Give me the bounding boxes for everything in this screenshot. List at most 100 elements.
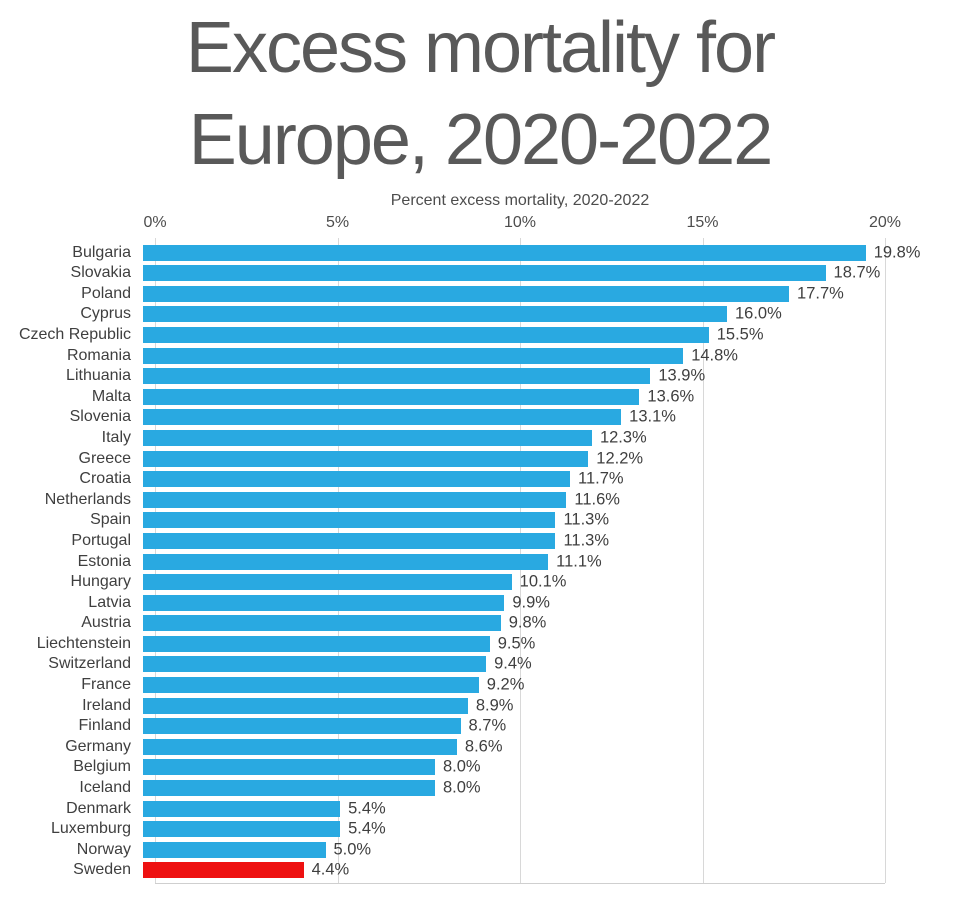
bar-track: 8.6% bbox=[143, 737, 873, 758]
country-label: Slovakia bbox=[70, 264, 131, 282]
bar-track: 11.3% bbox=[143, 510, 873, 531]
bar bbox=[143, 821, 341, 838]
bar bbox=[143, 491, 567, 508]
bar-track: 5.0% bbox=[143, 840, 873, 861]
chart-title: Excess mortality for Europe, 2020-2022 bbox=[0, 2, 960, 186]
bar bbox=[143, 409, 622, 426]
bar-track: 15.5% bbox=[143, 325, 873, 346]
bar bbox=[143, 635, 490, 652]
country-label: Luxemburg bbox=[50, 820, 131, 838]
bar-row: Belgium 8.0% bbox=[0, 757, 960, 778]
bar-track: 9.8% bbox=[143, 613, 873, 634]
bar-row: Slovenia 13.1% bbox=[0, 407, 960, 428]
value-label: 10.1% bbox=[519, 572, 567, 591]
bar bbox=[143, 306, 727, 323]
bar-track: 5.4% bbox=[143, 819, 873, 840]
country-label: Ireland bbox=[82, 696, 131, 714]
country-label: Austria bbox=[81, 614, 131, 632]
bar bbox=[143, 347, 684, 364]
value-label: 12.3% bbox=[599, 428, 647, 447]
value-label: 11.1% bbox=[556, 552, 602, 571]
value-label: 18.7% bbox=[833, 263, 881, 282]
bar bbox=[143, 780, 435, 797]
bar-row: Austria 9.8% bbox=[0, 613, 960, 634]
country-label: Germany bbox=[65, 737, 131, 755]
bar-row: Netherlands 11.6% bbox=[0, 489, 960, 510]
bar bbox=[143, 759, 435, 776]
country-label: Netherlands bbox=[44, 490, 131, 508]
bar-track: 17.7% bbox=[143, 284, 873, 305]
plot-area: Bulgaria 19.8% Slovakia 18.7% Poland 17.… bbox=[0, 238, 960, 884]
bar-track: 14.8% bbox=[143, 345, 873, 366]
bar-track: 13.9% bbox=[143, 366, 873, 387]
bar bbox=[143, 677, 479, 694]
bar bbox=[143, 471, 571, 488]
bar-track: 9.2% bbox=[143, 675, 873, 696]
bar-track: 13.6% bbox=[143, 386, 873, 407]
x-axis-tick-label: 20% bbox=[868, 214, 902, 232]
value-label: 9.8% bbox=[508, 613, 547, 632]
bar-row: Estonia 11.1% bbox=[0, 551, 960, 572]
bar-row: Ireland 8.9% bbox=[0, 695, 960, 716]
value-label: 13.1% bbox=[629, 407, 676, 426]
country-label: Hungary bbox=[70, 573, 131, 591]
country-label: Italy bbox=[101, 428, 131, 446]
value-label: 15.5% bbox=[716, 325, 764, 344]
country-label: Spain bbox=[90, 511, 131, 529]
x-axis-tick-label: 15% bbox=[686, 214, 719, 232]
bar bbox=[143, 429, 592, 446]
chart-title-line-2: Europe, 2020-2022 bbox=[188, 100, 774, 181]
value-label: 14.8% bbox=[691, 346, 738, 365]
bar-row: Luxemburg 5.4% bbox=[0, 819, 960, 840]
bar bbox=[143, 738, 457, 755]
bar-row: Cyprus 16.0% bbox=[0, 304, 960, 325]
value-label: 8.0% bbox=[443, 757, 481, 776]
country-label: Liechtenstein bbox=[36, 634, 131, 652]
bar-track: 12.2% bbox=[143, 448, 873, 469]
value-label: 9.5% bbox=[497, 634, 536, 653]
bar-rows: Bulgaria 19.8% Slovakia 18.7% Poland 17.… bbox=[0, 238, 960, 883]
bar bbox=[143, 285, 790, 302]
bar bbox=[143, 326, 709, 343]
country-label: Iceland bbox=[79, 779, 131, 797]
value-label: 12.2% bbox=[596, 449, 644, 468]
value-label: 8.7% bbox=[468, 716, 507, 735]
x-axis-tick-label: 0% bbox=[143, 214, 167, 232]
country-label: Latvia bbox=[88, 593, 131, 611]
bar bbox=[143, 841, 326, 858]
value-label: 9.2% bbox=[486, 675, 525, 694]
bar-row: Czech Republic 15.5% bbox=[0, 325, 960, 346]
bar-row: Portugal 11.3% bbox=[0, 531, 960, 552]
bar-track: 8.0% bbox=[143, 757, 873, 778]
bar-row: Switzerland 9.4% bbox=[0, 654, 960, 675]
bar-row: Poland 17.7% bbox=[0, 284, 960, 305]
x-axis-tick-label: 5% bbox=[325, 214, 350, 232]
bar-row: Sweden 4.4% bbox=[0, 860, 960, 881]
bar-track: 10.1% bbox=[143, 572, 873, 593]
value-label: 17.7% bbox=[797, 284, 844, 303]
value-label: 11.6% bbox=[574, 490, 620, 509]
country-label: Belgium bbox=[73, 758, 131, 776]
bar-track: 9.4% bbox=[143, 654, 873, 675]
bar-row: Finland 8.7% bbox=[0, 716, 960, 737]
bar-row: Denmark 5.4% bbox=[0, 798, 960, 819]
value-label: 11.3% bbox=[563, 531, 609, 550]
value-label: 5.4% bbox=[348, 819, 386, 838]
chart-title-line-1: Excess mortality for bbox=[185, 8, 776, 88]
bar-track: 9.9% bbox=[143, 592, 873, 613]
bar-row: Hungary 10.1% bbox=[0, 572, 960, 593]
bar-track: 11.7% bbox=[143, 469, 873, 490]
gridline bbox=[885, 238, 886, 883]
bar-row: Malta 13.6% bbox=[0, 386, 960, 407]
bar-row: Liechtenstein 9.5% bbox=[0, 634, 960, 655]
bar bbox=[143, 718, 461, 735]
bar-track: 5.4% bbox=[143, 798, 873, 819]
bar bbox=[143, 862, 304, 879]
country-label: Bulgaria bbox=[72, 243, 131, 261]
bar-row: Spain 11.3% bbox=[0, 510, 960, 531]
value-label: 4.4% bbox=[311, 860, 350, 879]
country-label: Estonia bbox=[77, 552, 131, 570]
value-label: 11.3% bbox=[563, 510, 609, 529]
country-label: Portugal bbox=[71, 531, 131, 549]
country-label: Sweden bbox=[73, 861, 131, 879]
